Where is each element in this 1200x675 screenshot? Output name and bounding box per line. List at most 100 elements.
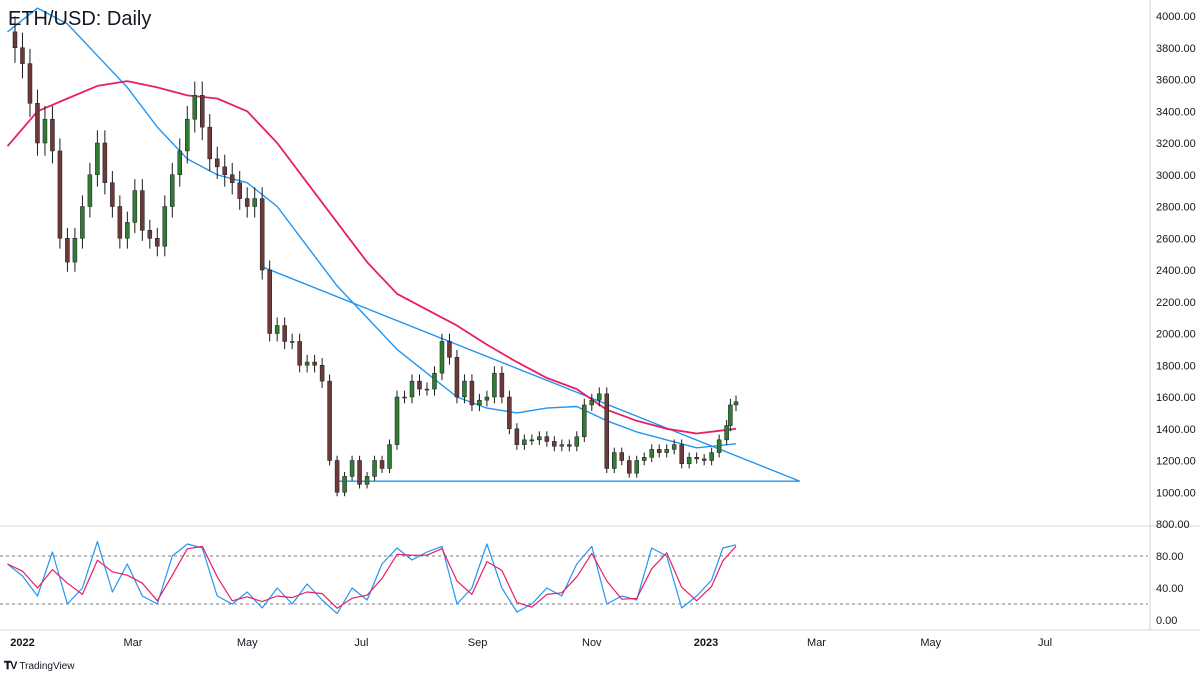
moving-average-fast [7,7,737,449]
candle-body [656,449,662,453]
price-tick-label: 1600.00 [1156,392,1196,404]
candle-body [589,399,595,406]
price-tick-label: 2800.00 [1156,202,1196,214]
candle-body [728,404,733,426]
candle-body [514,428,520,445]
candle-body [447,341,452,358]
price-tick-label: 2600.00 [1156,233,1196,245]
price-tick-label: 1800.00 [1156,360,1196,372]
candle-body [733,401,739,406]
candle-body [612,452,617,469]
candle-body [522,439,527,445]
candle-body [537,436,542,441]
candle-body [529,439,535,442]
candle-body [664,449,669,453]
candle-body [132,190,138,223]
chart-title: ETH/USD: Daily [8,8,152,30]
candle-body [259,198,265,271]
candle-body [671,444,677,450]
candle-body [207,126,212,160]
time-axis[interactable]: 2022 Mar May Jul Sep Nov 2023 Mar May Jul [10,637,1052,649]
candle-body [140,190,145,231]
price-tick-label: 3600.00 [1156,75,1196,87]
price-tick-label: 1400.00 [1156,424,1196,436]
oscillator-axis[interactable]: 80.00 40.00 0.00 [1156,551,1184,627]
candle-body [95,142,100,175]
price-tick-label: 4000.00 [1156,11,1196,23]
candle-body [349,460,355,477]
candle-body [552,441,557,447]
oscillator-tick-label: 0.00 [1156,615,1177,627]
time-tick-label: Nov [582,637,602,649]
candle-body [342,476,347,493]
candle-body [686,457,692,464]
candle-body [147,230,153,239]
candle-body [267,269,272,334]
candle-body [507,396,512,429]
candle-body [12,31,18,48]
candle-body [237,182,242,199]
candle-body [597,393,602,401]
price-tick-label: 800.00 [1156,519,1190,531]
price-tick-label: 2000.00 [1156,329,1196,341]
candle-body [626,460,632,474]
candle-body [192,95,198,120]
candle-body [439,341,445,374]
candle-body [364,476,370,485]
candle-body [394,396,400,445]
candle-body [244,198,250,207]
time-tick-label: May [237,637,258,649]
candle-body [80,206,85,239]
candle-body [694,457,699,460]
candle-body [724,425,729,441]
candle-body [469,380,475,406]
candle-body [65,238,70,263]
oscillator-tick-label: 40.00 [1156,583,1184,595]
trendline[interactable] [261,266,800,482]
candle-body [185,118,190,152]
candle-body [312,361,317,366]
candle-body [50,118,55,152]
price-axis[interactable]: 4000.00 3800.00 3600.00 3400.00 3200.00 3000.… [1156,11,1196,531]
time-tick-label: Jul [354,637,368,649]
price-tick-label: 2200.00 [1156,297,1196,309]
candle-body [387,444,392,469]
candle-body [155,238,160,247]
tradingview-brand[interactable]: 𝐓V TradingView [4,660,74,673]
candle-body [282,325,287,342]
candle-body [544,436,550,442]
time-tick-label: Jul [1038,637,1052,649]
candle-body [402,396,407,399]
candle-body [297,341,302,366]
price-tick-label: 2400.00 [1156,265,1196,277]
candle-body [709,452,714,461]
brand-label: TradingView [19,661,75,672]
candle-body [200,95,205,128]
tradingview-logo-icon: 𝐓V [4,660,17,672]
time-tick-label: 2023 [694,637,718,649]
candle-body [42,118,48,144]
price-tick-label: 1200.00 [1156,456,1196,468]
candle-body [679,444,684,464]
candle-body [357,460,362,485]
candle-body [214,158,220,168]
candle-body [27,63,33,104]
candle-body [604,393,610,469]
candle-body [492,372,497,398]
candle-body [634,460,639,474]
stochastic-k-line [7,540,737,615]
candle-body [641,457,647,461]
candle-body [582,404,587,437]
candle-body [274,325,280,334]
candle-body [304,361,310,366]
candle-body [87,174,93,207]
candle-body [409,380,415,398]
candle-body [559,444,565,447]
candle-body [334,460,340,493]
candle-body [102,142,108,183]
time-tick-label: May [920,637,941,649]
candle-body [289,341,295,343]
moving-average-slow [6,80,737,435]
stochastic-d-line [7,545,737,609]
candle-body [162,206,168,247]
